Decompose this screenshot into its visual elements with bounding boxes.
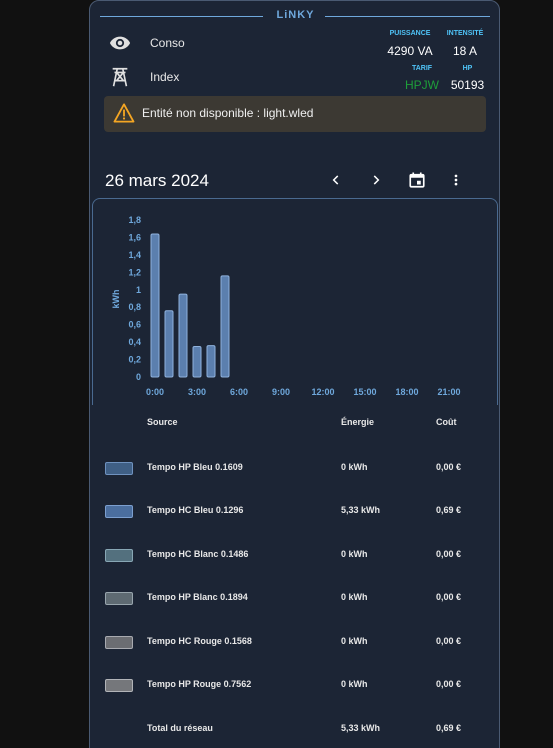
cost-value: 0,00 €	[436, 462, 462, 472]
y-axis-label: kWh	[111, 290, 121, 309]
intensite-label: INTENSITÉ	[446, 30, 484, 37]
source-name: Tempo HC Blanc 0.1486	[147, 548, 249, 559]
title-divider-left	[100, 16, 263, 17]
conso-label[interactable]: Conso	[150, 36, 185, 50]
dots-vertical-icon[interactable]	[449, 171, 463, 189]
x-tick-label: 18:00	[395, 387, 418, 397]
source-name: Tempo HC Bleu 0.1296	[147, 505, 244, 516]
header-source: Source	[147, 417, 178, 427]
index-label[interactable]: Index	[150, 70, 180, 84]
chart-bar	[206, 345, 216, 378]
header-energy: Énergie	[341, 417, 375, 427]
y-tick-label: 0,6	[128, 320, 141, 330]
tarif-label: TARIF	[411, 65, 433, 72]
cost-value: 0,00 €	[436, 635, 462, 646]
energy-value: 0 kWh	[341, 462, 368, 472]
linky-card: LiNKY Conso Index PUISSANCE 4290 VA INTE…	[89, 0, 500, 748]
legend-swatch[interactable]	[105, 679, 133, 692]
chart-bar	[178, 293, 188, 378]
x-tick-label: 0:00	[146, 387, 164, 397]
x-tick-label: 9:00	[272, 387, 290, 397]
header-cost: Coût	[436, 417, 457, 427]
warning-text: Entité non disponible : light.wled	[142, 106, 314, 120]
y-tick-label: 0	[136, 372, 141, 382]
cost-value: 0,00 €	[436, 592, 462, 603]
energy-bar-chart: 0 0,2 0,4 0,6 0,8 1 1,2 1,4 1,6 1,8 kWh 0:00 3:00 6:0…	[111, 215, 461, 397]
eye-icon[interactable]	[109, 32, 131, 54]
chart-bar	[220, 275, 230, 378]
puissance-value: 4290 VA	[387, 44, 433, 58]
y-tick-label: 1	[136, 285, 141, 295]
x-tick-label: 15:00	[353, 387, 376, 397]
y-tick-label: 0,4	[128, 337, 141, 347]
chart-bar	[192, 345, 202, 378]
x-tick-label: 21:00	[437, 387, 460, 397]
total-cost: 0,69 €	[436, 723, 462, 733]
chevron-right-icon[interactable]	[369, 173, 383, 187]
tarif-value: HPJW	[405, 78, 439, 92]
calendar-icon[interactable]	[408, 171, 426, 189]
warning-banner: Entité non disponible : light.wled	[104, 96, 486, 132]
total-label: Total du réseau	[147, 723, 213, 733]
source-name: Tempo HP Bleu 0.1609	[147, 462, 243, 472]
energy-value: 0 kWh	[341, 548, 368, 559]
chart-bar	[164, 310, 174, 378]
energy-value: 0 kWh	[341, 679, 368, 689]
cost-value: 0,69 €	[436, 505, 462, 516]
legend-swatch[interactable]	[105, 635, 133, 649]
energy-value: 0 kWh	[341, 592, 368, 603]
x-tick-label: 6:00	[230, 387, 248, 397]
more-options-button[interactable]	[444, 169, 468, 191]
y-tick-label: 1,8	[128, 215, 141, 225]
source-name: Tempo HP Blanc 0.1894	[147, 592, 248, 603]
chart-container: 0 0,2 0,4 0,6 0,8 1 1,2 1,4 1,6 1,8 kWh 0:00 3:00 6:0…	[92, 198, 498, 405]
y-tick-label: 1,2	[128, 267, 141, 277]
y-tick-label: 0,2	[128, 355, 141, 365]
legend-swatch[interactable]	[105, 548, 133, 562]
puissance-label: PUISSANCE	[389, 30, 431, 37]
source-name: Tempo HC Rouge 0.1568	[147, 635, 252, 646]
source-name: Tempo HP Rouge 0.7562	[147, 679, 252, 689]
legend-swatch[interactable]	[105, 462, 133, 475]
chevron-left-icon[interactable]	[329, 173, 343, 187]
y-tick-label: 1,4	[128, 250, 141, 260]
card-title: LiNKY	[276, 9, 315, 21]
total-energy: 5,33 kWh	[341, 723, 381, 733]
cost-value: 0,00 €	[436, 679, 462, 689]
cost-value: 0,00 €	[436, 548, 462, 559]
date-label: 26 mars 2024	[105, 171, 209, 190]
x-tick-label: 12:00	[311, 387, 334, 397]
y-tick-label: 0,8	[128, 302, 141, 312]
hp-value: 50193	[450, 78, 485, 92]
alert-triangle-icon	[113, 103, 135, 123]
legend-swatch[interactable]	[105, 505, 133, 519]
energy-value: 5,33 kWh	[341, 505, 381, 516]
y-tick-label: 1,6	[128, 232, 141, 242]
legend-swatch[interactable]	[105, 592, 133, 606]
x-tick-label: 3:00	[188, 387, 206, 397]
energy-value: 0 kWh	[341, 635, 368, 646]
intensite-value: 18 A	[452, 44, 478, 58]
prev-day-button[interactable]	[324, 169, 348, 191]
chart-bar	[150, 233, 160, 378]
hp-label: HP	[462, 65, 473, 72]
transmission-tower-icon[interactable]	[109, 66, 131, 88]
next-day-button[interactable]	[364, 169, 388, 191]
title-divider-right	[325, 16, 490, 17]
calendar-button[interactable]	[405, 169, 429, 191]
